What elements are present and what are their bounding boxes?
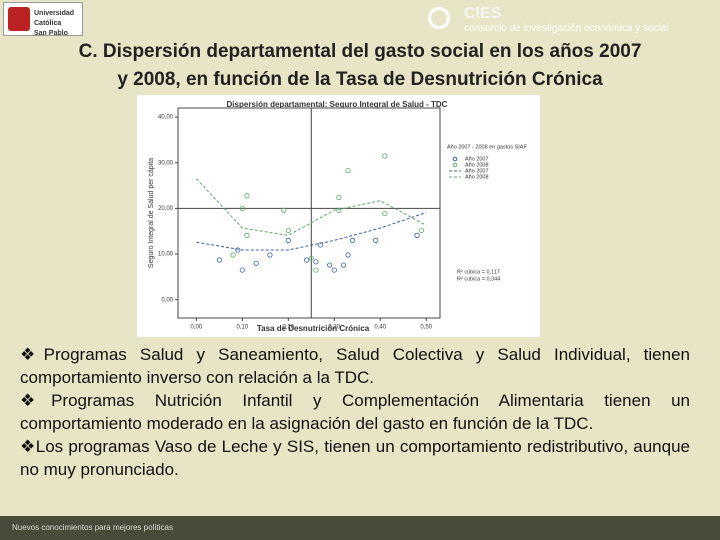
point [345, 252, 351, 258]
legend-label: Año 2008 [465, 162, 489, 168]
point [313, 259, 319, 265]
x-tick-label: 0,20 [282, 325, 294, 331]
legend-label: Año 2007 [465, 156, 489, 162]
y-tick-label: 10,00 [158, 252, 174, 258]
legend-symbol [452, 156, 458, 162]
point [239, 205, 245, 212]
annotation: R² cúbica = 0,117 [457, 269, 500, 275]
x-tick-label: 0,40 [374, 325, 386, 331]
plot-frame [177, 107, 441, 319]
x-axis-label: Tasa de Desnutrición Crónica [257, 324, 370, 333]
point [253, 260, 259, 266]
point [336, 194, 342, 201]
y-tick-label: 20,00 [158, 206, 174, 212]
y-tick-label: 40,00 [158, 115, 174, 121]
point [327, 262, 333, 268]
legend-title: Año 2007 - 2008 en gastos SIAF [447, 144, 527, 150]
point [285, 237, 291, 243]
x-tick-label: 0,00 [191, 325, 203, 331]
logo-line: Universidad Católica [34, 10, 75, 27]
point [419, 227, 425, 233]
x-tick-label: 0,30 [328, 325, 340, 331]
org-logo: CIES consorcio de investigación económica… [428, 5, 669, 34]
title-line: C. Dispersión departamental del gasto so… [78, 41, 642, 62]
point [285, 227, 291, 233]
x-tick-label: 0,50 [420, 325, 432, 331]
y-axis-label: Seguro Integral de Salud per cápita [148, 158, 155, 268]
y-tick-label: 30,00 [158, 160, 174, 166]
point [373, 237, 379, 243]
org-name: CIES [464, 5, 502, 22]
point [317, 242, 324, 248]
point [350, 237, 356, 243]
bullet-text: Programas Nutrición Infantil y Complemen… [20, 391, 690, 433]
point [414, 232, 420, 238]
point [267, 252, 273, 258]
y-tick-label: 0,00 [161, 297, 173, 303]
chart: Dispersión departamental: Seguro Integra… [137, 95, 540, 337]
point [281, 207, 287, 213]
point [244, 193, 250, 199]
point [331, 267, 337, 273]
chart-title: Dispersión departamental: Seguro Integra… [227, 100, 448, 109]
title-line: y 2008, en función de la Tasa de Desnutr… [117, 69, 603, 90]
bullets: ❖Programas Salud y Saneamiento, Salud Co… [20, 343, 690, 481]
org-subtitle: consorcio de investigación económica y s… [464, 23, 669, 34]
annotation: R² cúbica = 0,344 [457, 276, 500, 282]
legend-label: Año 2008 [465, 174, 489, 180]
bullet: ❖Programas Salud y Saneamiento, Salud Co… [20, 345, 690, 387]
footer: Nuevos conocimientos para mejores políti… [0, 516, 720, 540]
point [336, 207, 342, 213]
fit-line [196, 212, 427, 251]
bullet: ❖Programas Nutrición Infantil y Compleme… [20, 391, 690, 433]
x-tick-label: 0,10 [237, 325, 249, 331]
bullet-text: Programas Salud y Saneamiento, Salud Col… [20, 345, 690, 387]
point [230, 252, 236, 258]
point [304, 257, 310, 263]
slide-title: C. Dispersión departamental del gasto so… [0, 38, 720, 94]
point [235, 247, 241, 253]
point [244, 232, 250, 238]
bullet-text: Los programas Vaso de Leche y SIS, tiene… [20, 437, 690, 479]
point [340, 262, 347, 268]
point [382, 153, 388, 159]
legend-label: Año 2007 [465, 168, 489, 174]
point [308, 255, 314, 261]
legend-symbol [452, 162, 458, 168]
point [239, 267, 245, 273]
point [382, 210, 388, 217]
bullet: ❖Los programas Vaso de Leche y SIS, tien… [20, 437, 690, 479]
logo: Universidad Católica San Pablo [3, 2, 83, 37]
point [216, 257, 222, 263]
fit-line [196, 178, 427, 236]
logo-line: San Pablo [34, 30, 68, 37]
footer-text: Nuevos conocimientos para mejores políti… [12, 523, 173, 532]
point [345, 167, 351, 174]
point [313, 267, 319, 273]
